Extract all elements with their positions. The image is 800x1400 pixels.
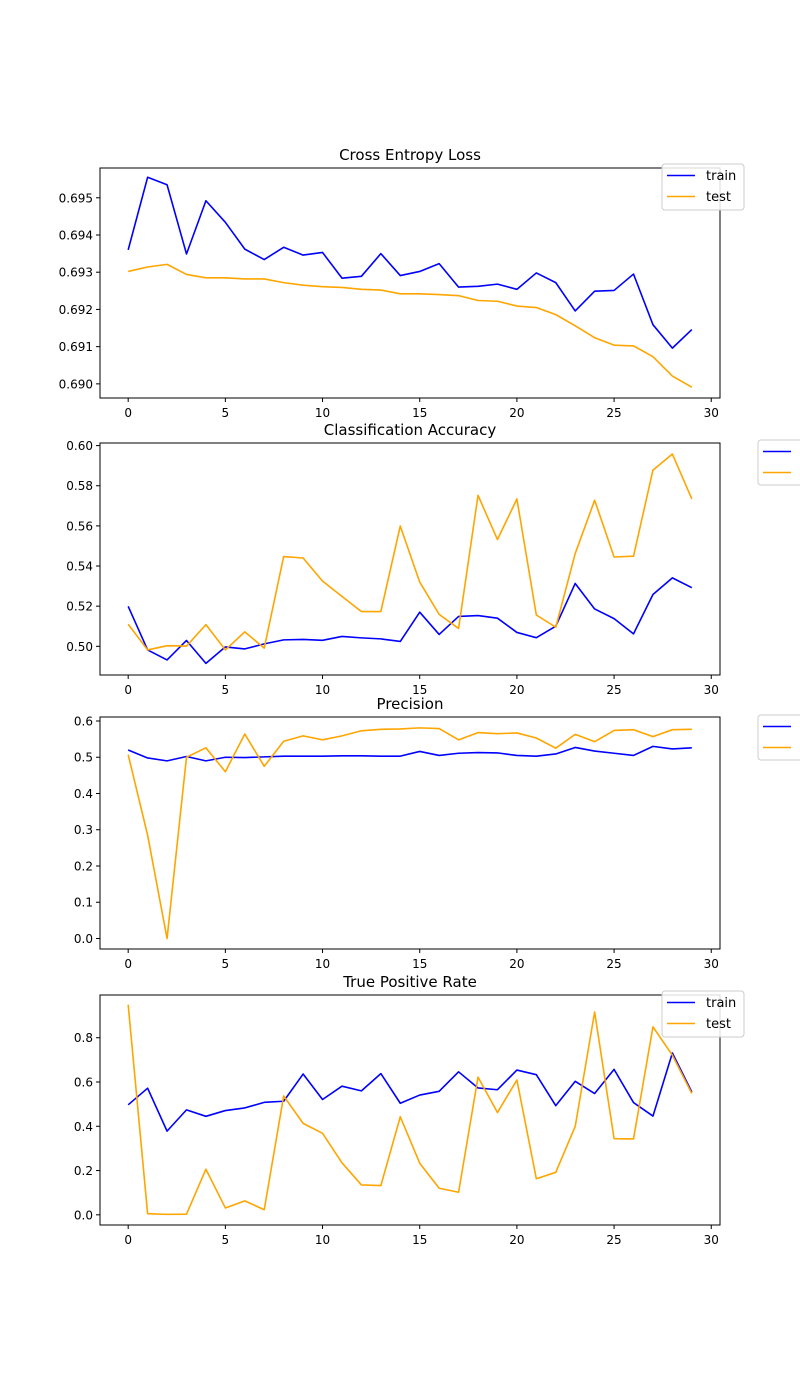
chart-title: Cross Entropy Loss [339, 146, 481, 164]
y-tick-label: 0.4 [74, 787, 93, 801]
y-tick-label: 0.5 [74, 751, 93, 765]
x-tick-label: 15 [412, 406, 427, 420]
series-line-test [127, 453, 693, 651]
x-tick-label: 15 [412, 1233, 427, 1247]
x-tick-label: 30 [704, 957, 719, 971]
legend: train test [661, 163, 745, 211]
x-tick-label: 5 [222, 957, 230, 971]
chart-title: Precision [377, 695, 444, 713]
x-tick-label: 25 [606, 406, 621, 420]
chart-panel: 0 5 10 15 20 25 30 0.0 0.1 0.2 0.3 0.4 0.5 0.6 Precisi… [74, 695, 800, 971]
y-tick-label: 0.2 [74, 1164, 93, 1178]
y-tick-label: 0.56 [66, 519, 93, 533]
y-tick-label: 0.4 [74, 1120, 93, 1134]
y-tick-label: 0.691 [59, 340, 93, 354]
x-tick-label: 30 [704, 406, 719, 420]
x-tick-label: 10 [315, 1233, 330, 1247]
x-tick-label: 25 [606, 683, 621, 697]
series-line-train [127, 176, 693, 349]
y-tick-label: 0.0 [74, 932, 93, 946]
x-tick-label: 0 [124, 1233, 132, 1247]
legend-label-test: test [706, 1017, 731, 1032]
x-tick-label: 5 [222, 1233, 230, 1247]
x-tick-label: 20 [509, 957, 524, 971]
chart-panel: 0 5 10 15 20 25 30 0.690 0.691 0.692 0.693 0.694 0.6… [59, 146, 745, 420]
axes-frame [99, 442, 721, 676]
y-tick-label: 0.8 [74, 1031, 93, 1045]
x-tick-label: 20 [509, 683, 524, 697]
axes-frame [99, 994, 721, 1226]
legend: train test [661, 990, 745, 1038]
y-tick-label: 0.54 [66, 560, 93, 574]
x-tick-label: 5 [222, 683, 230, 697]
y-tick-label: 0.6 [74, 1075, 93, 1089]
axes-frame [99, 716, 721, 950]
y-tick-label: 0.690 [59, 377, 93, 391]
chart-panel: 0 5 10 15 20 25 30 0.50 0.52 0.54 0.56 0.58 0.60 Clas… [66, 421, 800, 697]
x-tick-label: 0 [124, 406, 132, 420]
series-line-test [128, 263, 693, 388]
chart-panel: 0 5 10 15 20 25 30 0.0 0.2 0.4 0.6 0.8 True Positive… [74, 973, 745, 1247]
y-tick-label: 0.3 [74, 823, 93, 837]
chart-title: Classification Accuracy [324, 421, 497, 439]
x-tick-label: 0 [124, 957, 132, 971]
x-tick-label: 20 [509, 406, 524, 420]
x-tick-label: 5 [222, 406, 230, 420]
legend-box [757, 439, 800, 486]
series-line-train [127, 1052, 693, 1132]
series-line-test [127, 727, 692, 940]
y-tick-label: 0.52 [66, 600, 93, 614]
x-tick-label: 25 [606, 957, 621, 971]
y-tick-label: 0.0 [74, 1208, 93, 1222]
series-line-test [127, 1004, 693, 1216]
legend-label-test: test [706, 190, 731, 205]
y-tick-label: 0.50 [66, 640, 93, 654]
x-tick-label: 30 [704, 683, 719, 697]
legend-label-train: train [706, 169, 736, 184]
legend [757, 714, 800, 761]
y-tick-label: 0.1 [74, 896, 93, 910]
legend-label-train: train [706, 996, 736, 1011]
y-tick-label: 0.60 [66, 439, 93, 453]
y-tick-label: 0.694 [59, 228, 93, 242]
x-tick-label: 15 [412, 957, 427, 971]
x-tick-label: 10 [315, 683, 330, 697]
x-tick-label: 0 [124, 683, 132, 697]
x-tick-label: 25 [606, 1233, 621, 1247]
axes-frame [99, 167, 721, 399]
y-tick-label: 0.695 [59, 191, 93, 205]
y-tick-label: 0.693 [59, 266, 93, 280]
series-line-train [127, 577, 693, 665]
chart-title: True Positive Rate [342, 973, 477, 991]
x-tick-label: 10 [315, 957, 330, 971]
legend [757, 439, 800, 486]
series-line-train [127, 745, 692, 762]
x-tick-label: 10 [315, 406, 330, 420]
legend-box [757, 714, 800, 761]
y-tick-label: 0.2 [74, 859, 93, 873]
y-tick-label: 0.692 [59, 303, 93, 317]
x-tick-label: 20 [509, 1233, 524, 1247]
x-tick-label: 30 [704, 1233, 719, 1247]
x-tick-label: 15 [412, 683, 427, 697]
y-tick-label: 0.6 [74, 714, 93, 728]
y-tick-label: 0.58 [66, 479, 93, 493]
